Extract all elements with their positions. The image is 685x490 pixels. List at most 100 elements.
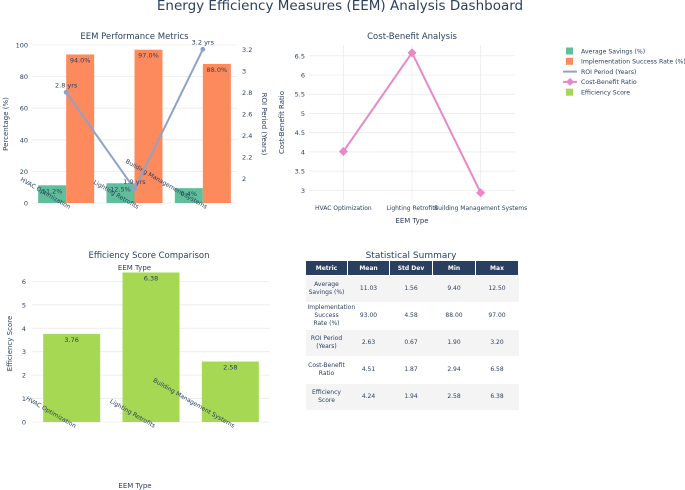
y-tick-label: 5 — [301, 110, 305, 118]
y-tick-label: 3 — [22, 348, 26, 356]
y-tick-label: 6 — [22, 278, 26, 286]
efficiency-bar-label: 3.76 — [64, 336, 78, 344]
y-tick-label: 3 — [301, 187, 305, 195]
table-value-cell: 2.94 — [432, 356, 476, 384]
table-header-cell: Mean — [347, 260, 390, 276]
table-row: ROI Period (Years) 2.63 0.67 1.90 3.20 — [305, 329, 519, 357]
success-bar-label: 94.0% — [70, 56, 91, 64]
legend-diamond — [566, 77, 574, 86]
table-metric-cell: Cost-Benefit Ratio — [305, 356, 348, 384]
legend-swatch — [566, 47, 573, 55]
table-row: Implementation Success Rate (%) 93.00 4.58… — [305, 302, 519, 330]
legend-item: Implementation Success Rate (%) — [566, 57, 685, 66]
table-value-cell: 97.00 — [475, 302, 519, 330]
table-body: Average Savings (%) 11.03 1.56 9.40 12.50 Imp… — [305, 275, 519, 411]
table-metric-cell: Implementation Success Rate (%) — [305, 302, 355, 330]
table-value-cell: 1.94 — [389, 383, 433, 411]
table-value-cell: 4.24 — [347, 383, 390, 411]
legend-item: ROI Period (Years) — [563, 69, 636, 76]
y-tick-label: 1 — [22, 395, 26, 403]
y2-tick-label: 2.6 — [242, 110, 252, 118]
table-value-cell: 6.58 — [475, 356, 519, 384]
ratio-point — [476, 188, 486, 198]
success-bar-label: 97.0% — [138, 52, 159, 60]
y-tick-label: 3.5 — [295, 168, 305, 176]
roi-point — [132, 186, 137, 192]
x-tick-label: Lighting Retrofits — [386, 205, 437, 212]
y-axis-label: Cost-Benefit Ratio — [278, 91, 286, 154]
y2-tick-label: 2.8 — [242, 89, 252, 97]
y-tick-label: 4 — [22, 325, 26, 333]
y2-tick-label: 2.4 — [242, 132, 252, 140]
table-value-cell: 0.67 — [389, 329, 433, 357]
table-metric-cell: Average Savings (%) — [305, 275, 348, 303]
table-value-cell: 11.03 — [347, 275, 390, 303]
table-value-cell: 2.63 — [347, 329, 390, 357]
x-axis-label: EEM Type — [395, 217, 428, 225]
y-axis-label: Efficiency Score — [6, 316, 14, 372]
savings-bar-label: 9.4% — [181, 190, 198, 198]
y-tick-label: 100 — [16, 42, 28, 50]
table-row: Cost-Benefit Ratio 4.51 1.87 2.94 6.58 — [305, 356, 519, 384]
y-tick-label: 60 — [20, 105, 28, 113]
legend-label: Implementation Success Rate (%) — [581, 59, 685, 66]
y-axis-label: Percentage (%) — [2, 97, 10, 151]
y-tick-label: 0 — [24, 200, 28, 208]
x-tick-label: HVAC Optimization — [315, 205, 372, 212]
legend-item: Average Savings (%) — [566, 47, 645, 55]
roi-point — [200, 46, 206, 52]
y-tick-label: 2 — [22, 372, 26, 380]
table-header-row: Metric Mean Std Dev Min Max — [305, 260, 519, 276]
y-tick-label: 5.5 — [295, 91, 305, 99]
y-tick-label: 40 — [20, 136, 28, 144]
legend-item: Efficiency Score — [566, 88, 630, 97]
y-tick-label: 5 — [22, 301, 26, 309]
table-value-cell: 88.00 — [432, 302, 476, 330]
y-tick-label: 80 — [20, 73, 28, 81]
success-bar-label: 88.0% — [207, 66, 228, 74]
legend-label: Cost-Benefit Ratio — [581, 79, 637, 86]
y2-tick-label: 2 — [242, 175, 246, 183]
success-bar — [202, 63, 231, 204]
table-header-cell: Min — [432, 260, 476, 276]
efficiency-bar — [201, 361, 259, 422]
table-value-cell: 1.90 — [432, 329, 476, 357]
y-tick-label: 4.5 — [295, 129, 305, 137]
statistical-summary-table: Metric Mean Std Dev Min Max Average Savings … — [305, 260, 519, 411]
roi-point — [63, 89, 69, 95]
legend-label: Efficiency Score — [581, 90, 630, 97]
legend: Average Savings (%) Implementation Succes… — [563, 47, 685, 97]
y-tick-label: 6 — [301, 72, 305, 80]
legend-swatch — [566, 57, 573, 65]
y-tick-label: 20 — [20, 168, 28, 176]
success-bar — [66, 54, 95, 204]
table-title: Statistical Summary — [366, 251, 457, 261]
statistical-summary-table-wrap: Metric Mean Std Dev Min Max Average Savings … — [305, 260, 519, 411]
cost-benefit-chart: Cost-Benefit Analysis 3 3.5 4 4.5 5 5.5 6 6.5 HVA… — [278, 32, 527, 225]
table-value-cell: 3.20 — [475, 329, 519, 357]
y-tick-label: 4 — [301, 148, 305, 156]
table-value-cell: 12.50 — [475, 275, 519, 303]
y-tick-label: 0 — [22, 419, 26, 427]
savings-bar-label: 11.2% — [42, 187, 63, 195]
table-header-cell: Metric — [305, 260, 348, 276]
table-value-cell: 1.56 — [389, 275, 433, 303]
legend-item: Cost-Benefit Ratio — [563, 77, 637, 86]
table-header-cell: Std Dev — [389, 260, 433, 276]
legend-label: Average Savings (%) — [581, 48, 645, 55]
efficiency-bar-label: 6.38 — [144, 274, 158, 282]
table-value-cell: 2.58 — [432, 383, 476, 411]
efficiency-bar-label: 2.58 — [223, 364, 237, 372]
table-value-cell: 9.40 — [432, 275, 476, 303]
table-value-cell: 6.38 — [475, 383, 519, 411]
dashboard-title: Energy Efficiency Measures (EEM) Analysi… — [157, 0, 523, 14]
x-tick-label: Building Management Systems — [434, 205, 527, 212]
chart-title: EEM Performance Metrics — [80, 32, 189, 42]
table-value-cell: 93.00 — [347, 302, 390, 330]
ratio-point — [407, 48, 417, 58]
table-value-cell: 1.87 — [389, 356, 433, 384]
x-axis-label: EEM Type — [118, 264, 151, 272]
table-header-cell: Max — [475, 260, 519, 276]
table-value-cell: 4.58 — [389, 302, 433, 330]
savings-bar — [106, 183, 135, 203]
